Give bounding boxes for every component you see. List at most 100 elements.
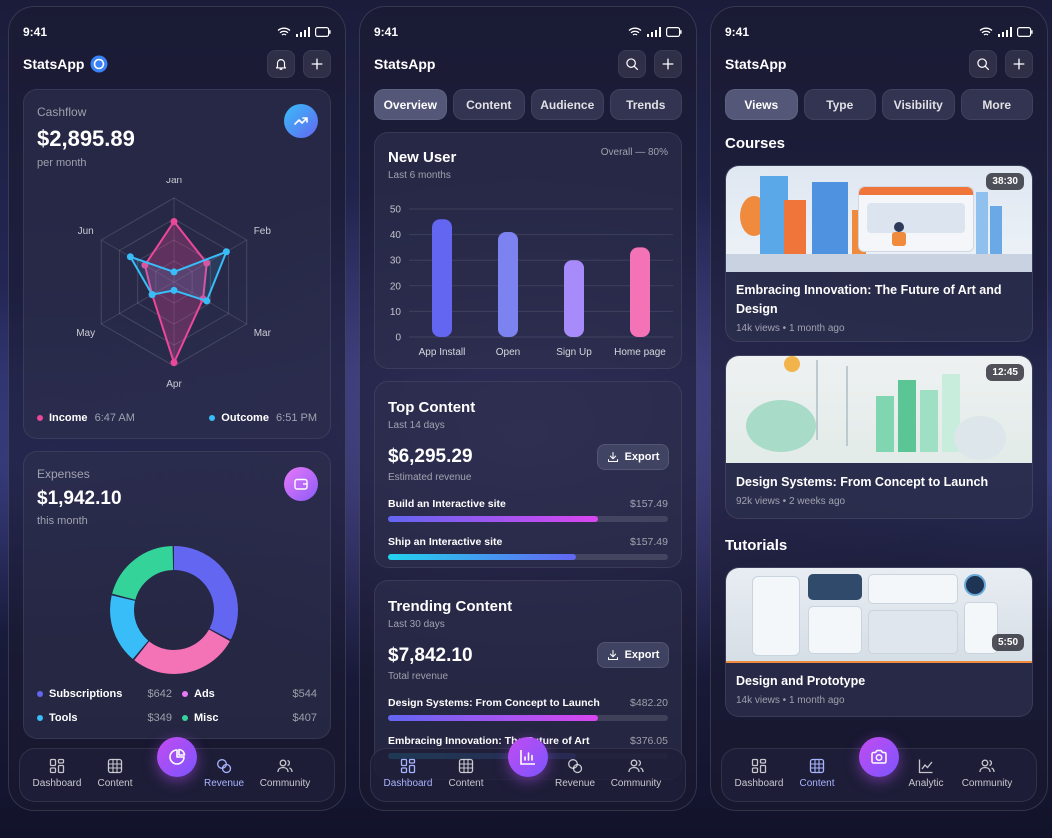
course-duration: 38:30 <box>986 173 1024 190</box>
tutorial-meta: 14k views • 1 month ago <box>736 695 845 706</box>
trend-up-button[interactable] <box>284 104 318 138</box>
radar-axis-label: Mar <box>254 328 272 339</box>
tab-type[interactable]: Type <box>803 89 876 120</box>
top-content-export-button[interactable]: Export <box>597 444 669 470</box>
legend-dot <box>37 415 43 421</box>
nav-content[interactable]: Content <box>787 758 847 789</box>
expenses-amount: $1,942.10 <box>37 488 122 509</box>
nav-label: Revenue <box>554 778 596 789</box>
search-button[interactable] <box>618 50 646 78</box>
new-user-bar-chart: 0 10 20 30 40 50 App Install Open Sign Up Home pa… <box>390 205 673 358</box>
legend-dot <box>182 691 188 697</box>
legend-name: Outcome <box>221 412 269 424</box>
nav-community[interactable]: Community <box>255 758 315 789</box>
nav-community[interactable]: Community <box>957 758 1017 789</box>
course-title: Embracing Innovation: The Future of Art … <box>736 283 1002 316</box>
bar-y-tick: 0 <box>395 333 401 344</box>
bar-y-tick: 40 <box>390 230 402 241</box>
nav-content[interactable]: Content <box>85 758 145 789</box>
top-content-amount: $6,295.29 <box>388 446 473 467</box>
tab-views[interactable]: Views <box>725 89 798 120</box>
nav-revenue[interactable]: Revenue <box>545 758 605 789</box>
nav-label: Content <box>448 778 484 789</box>
signal-icon <box>647 27 661 37</box>
tab-visibility[interactable]: Visibility <box>882 89 955 120</box>
tab-trends[interactable]: Trends <box>609 89 682 120</box>
nav-community[interactable]: Community <box>606 758 666 789</box>
legend-name: Ads <box>194 688 215 700</box>
radar-axis-label: Jan <box>166 178 182 186</box>
content-row[interactable]: Build an Interactive site $157.49 <box>388 498 668 522</box>
new-user-subtitle: Last 6 months <box>388 170 451 181</box>
tab-bar: Overview Content Audience Trends <box>374 89 682 120</box>
tab-audience[interactable]: Audience <box>531 89 604 120</box>
legend-dot <box>37 691 43 697</box>
notifications-button[interactable] <box>267 50 295 78</box>
bar-x-label: App Install <box>419 347 466 358</box>
nav-label: Community <box>259 778 311 789</box>
nav-analytic[interactable]: Analytic <box>896 758 956 789</box>
pie-chart-fab[interactable] <box>157 737 197 777</box>
legend-misc: Misc $407 <box>182 712 317 724</box>
content-row[interactable]: Design Systems: From Concept to Launch $4… <box>388 697 668 721</box>
grid-icon <box>107 758 123 774</box>
course-card[interactable]: 38:30 Embracing Innovation: The Future o… <box>725 165 1033 342</box>
nav-dashboard[interactable]: Dashboard <box>378 758 438 789</box>
bar-y-tick: 30 <box>390 256 402 267</box>
course-title: Design Systems: From Concept to Launch <box>736 475 989 489</box>
legend-outcome: Outcome 6:51 PM <box>209 412 317 424</box>
users-icon <box>979 758 995 774</box>
coins-icon <box>216 758 232 774</box>
content-row[interactable]: Ship an Interactive site $157.49 <box>388 536 668 560</box>
wallet-button[interactable] <box>284 467 318 501</box>
progress-fill <box>388 554 576 560</box>
grid-icon <box>458 758 474 774</box>
radar-point <box>170 268 178 276</box>
add-button[interactable] <box>303 50 331 78</box>
bar-chart-icon <box>520 750 535 765</box>
battery-icon <box>666 27 682 37</box>
expenses-period: this month <box>37 515 88 527</box>
plus-icon <box>1012 57 1026 71</box>
chart-fab[interactable] <box>508 737 548 777</box>
search-button[interactable] <box>969 50 997 78</box>
radar-point <box>148 291 156 299</box>
course-card[interactable]: 12:45 Design Systems: From Concept to La… <box>725 355 1033 519</box>
search-icon <box>976 57 990 71</box>
nav-dashboard[interactable]: Dashboard <box>729 758 789 789</box>
progress-bar <box>388 554 668 560</box>
trending-content-subtitle: Last 30 days <box>388 619 445 630</box>
tab-content[interactable]: Content <box>452 89 525 120</box>
radar-point <box>170 218 178 226</box>
top-content-amount-label: Estimated revenue <box>388 472 472 483</box>
signal-icon <box>998 27 1012 37</box>
tutorial-card[interactable]: 5:50 Design and Prototype 14k views • 1 … <box>725 567 1033 717</box>
legend-name: Subscriptions <box>49 688 123 700</box>
trending-content-export-button[interactable]: Export <box>597 642 669 668</box>
add-button[interactable] <box>1005 50 1033 78</box>
radar-axis-label: Feb <box>254 226 272 237</box>
legend-ads: Ads $544 <box>182 688 317 700</box>
nav-label: Analytic <box>908 778 944 789</box>
nav-content[interactable]: Content <box>436 758 496 789</box>
tab-overview[interactable]: Overview <box>374 89 447 120</box>
progress-bar <box>388 715 668 721</box>
pie-chart-icon <box>169 748 186 765</box>
camera-fab[interactable] <box>859 737 899 777</box>
progress-fill <box>388 715 598 721</box>
dashboard-icon <box>49 758 65 774</box>
nav-revenue[interactable]: Revenue <box>194 758 254 789</box>
legend-name: Misc <box>194 712 219 724</box>
radar-point <box>203 259 211 267</box>
status-time: 9:41 <box>23 25 48 39</box>
content-value: $157.49 <box>630 536 668 548</box>
status-bar: 9:41 <box>23 24 331 40</box>
add-button[interactable] <box>654 50 682 78</box>
top-content-title: Top Content <box>388 399 476 416</box>
nav-dashboard[interactable]: Dashboard <box>27 758 87 789</box>
legend-dot <box>182 715 188 721</box>
overall-percentage: Overall — 80% <box>600 147 668 158</box>
trending-content-amount: $7,842.10 <box>388 645 473 666</box>
tab-more[interactable]: More <box>960 89 1033 120</box>
tutorials-heading: Tutorials <box>725 537 788 554</box>
